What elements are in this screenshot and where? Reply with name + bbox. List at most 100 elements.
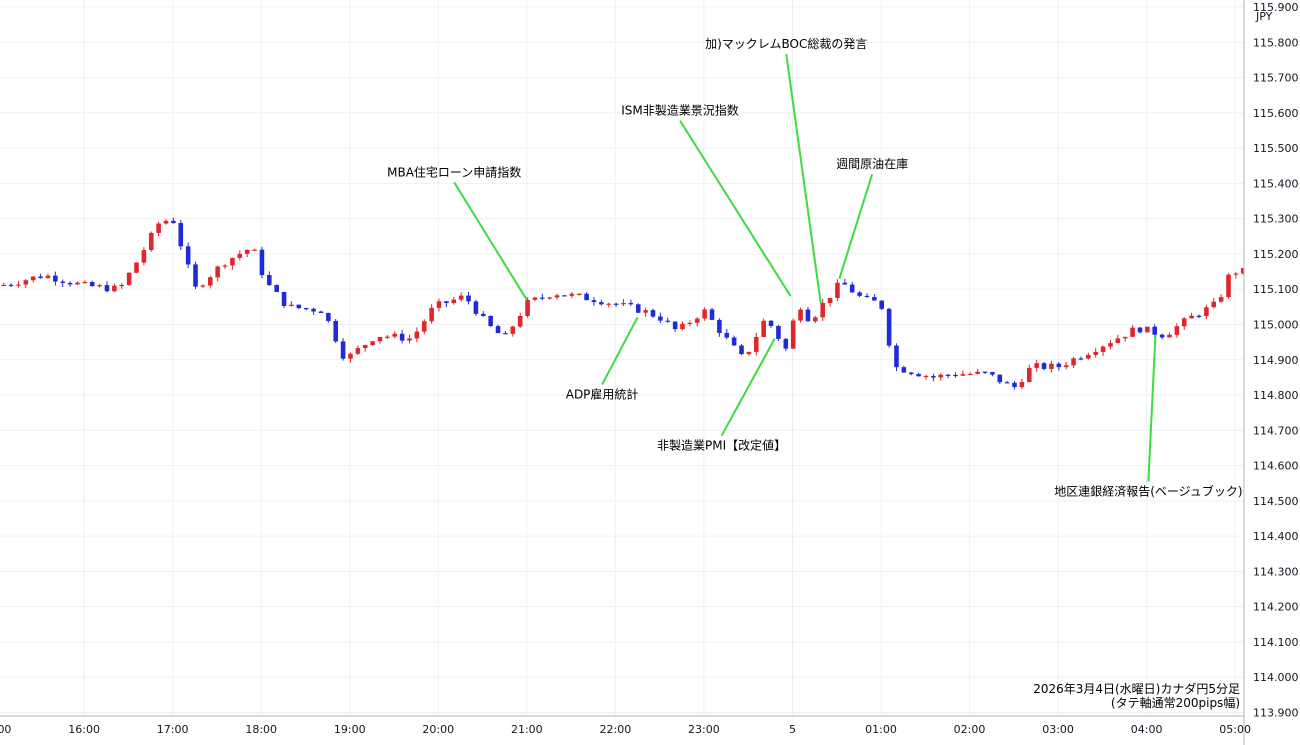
candle bbox=[466, 291, 471, 305]
candle bbox=[975, 368, 980, 375]
candle bbox=[362, 344, 368, 352]
time-tick-label: 21:00 bbox=[511, 723, 543, 736]
candle bbox=[1233, 272, 1239, 279]
caption-line: (タテ軸通常200pips幅) bbox=[1111, 695, 1240, 710]
candle bbox=[532, 296, 538, 302]
candle bbox=[488, 315, 493, 327]
candle bbox=[1189, 312, 1194, 319]
price-tick-label: 114.700 bbox=[1253, 424, 1299, 437]
candle bbox=[134, 262, 139, 273]
candle bbox=[407, 334, 412, 344]
candle bbox=[746, 351, 752, 356]
annotation: 週間原油在庫 bbox=[836, 157, 908, 279]
candle bbox=[156, 221, 161, 237]
candle bbox=[1049, 360, 1054, 373]
candle bbox=[97, 283, 102, 288]
candle bbox=[658, 312, 663, 324]
candle bbox=[1063, 361, 1069, 370]
candle bbox=[687, 320, 693, 327]
candle bbox=[731, 335, 737, 346]
time-tick-label: 5 bbox=[789, 723, 796, 736]
candle bbox=[230, 257, 235, 270]
time-tick-label: 20:00 bbox=[422, 723, 454, 736]
candle bbox=[252, 248, 257, 251]
price-tick-label: 114.100 bbox=[1253, 636, 1299, 649]
candle bbox=[613, 302, 619, 307]
candle bbox=[289, 301, 294, 307]
candle bbox=[798, 307, 803, 323]
candle bbox=[1093, 347, 1098, 358]
candle bbox=[643, 307, 648, 317]
time-tick-label: 17:00 bbox=[157, 723, 189, 736]
candle bbox=[1218, 294, 1224, 303]
candle bbox=[444, 300, 449, 308]
candle bbox=[908, 371, 914, 376]
candle bbox=[901, 365, 907, 373]
candle bbox=[680, 321, 685, 331]
candle bbox=[827, 297, 833, 307]
candle bbox=[303, 307, 309, 311]
candle bbox=[1019, 378, 1025, 389]
annotation-leader-line bbox=[1147, 335, 1157, 482]
candle bbox=[8, 283, 14, 288]
candle bbox=[1204, 304, 1209, 320]
candle bbox=[1004, 380, 1010, 384]
time-tick-label: 19:00 bbox=[334, 723, 366, 736]
candle bbox=[222, 263, 228, 270]
candle bbox=[739, 344, 744, 356]
annotation-label: ADP雇用統計 bbox=[566, 387, 639, 402]
candle bbox=[872, 294, 877, 301]
candle bbox=[886, 307, 892, 348]
candle bbox=[326, 312, 331, 323]
annotation: ISM非製造業景況指数 bbox=[621, 103, 792, 297]
candle bbox=[628, 299, 634, 307]
time-tick-label: 15:00 bbox=[0, 723, 11, 736]
candle bbox=[842, 278, 848, 285]
price-tick-label: 115.600 bbox=[1253, 107, 1299, 120]
price-tick-label: 114.200 bbox=[1253, 601, 1299, 614]
candle bbox=[385, 335, 390, 340]
candle bbox=[1115, 334, 1121, 344]
candle bbox=[1, 282, 6, 287]
candle bbox=[960, 370, 966, 377]
time-axis: 15:00 16:00 17:00 18:00 19:00 20:00 21:00 22:00… bbox=[0, 715, 1251, 736]
candle bbox=[864, 293, 870, 298]
candle bbox=[938, 373, 944, 381]
candle bbox=[1100, 345, 1106, 356]
price-tick-label: 113.900 bbox=[1253, 706, 1299, 719]
time-tick-label: 05:00 bbox=[1219, 723, 1251, 736]
candle bbox=[953, 372, 958, 378]
candle bbox=[414, 327, 420, 343]
candle bbox=[1137, 326, 1143, 334]
candle bbox=[1086, 352, 1091, 360]
candle bbox=[1174, 323, 1180, 338]
price-tick-label: 115.100 bbox=[1253, 283, 1299, 296]
candle bbox=[694, 316, 700, 327]
candle bbox=[702, 307, 707, 321]
candle bbox=[45, 273, 51, 279]
annotation-leader-line bbox=[601, 316, 639, 386]
candle bbox=[672, 321, 678, 333]
candle bbox=[576, 293, 582, 296]
candle bbox=[569, 291, 575, 299]
candle bbox=[1196, 314, 1202, 319]
candle bbox=[429, 303, 434, 324]
candle bbox=[163, 218, 169, 225]
annotation: 非製造業PMI【改定値】 bbox=[657, 338, 786, 453]
price-tick-label: 115.500 bbox=[1253, 142, 1299, 155]
candle bbox=[311, 307, 316, 315]
candle bbox=[370, 340, 375, 346]
candle bbox=[621, 298, 626, 306]
candle bbox=[60, 279, 66, 287]
candle bbox=[495, 324, 501, 334]
candle bbox=[237, 250, 243, 261]
candle bbox=[126, 272, 132, 286]
annotation-leader-line bbox=[720, 338, 776, 437]
candle bbox=[1034, 359, 1039, 372]
candle bbox=[776, 324, 781, 342]
candle bbox=[399, 329, 405, 344]
candle bbox=[945, 373, 951, 379]
candle bbox=[274, 284, 279, 293]
candle bbox=[185, 242, 191, 269]
candle bbox=[82, 280, 88, 284]
